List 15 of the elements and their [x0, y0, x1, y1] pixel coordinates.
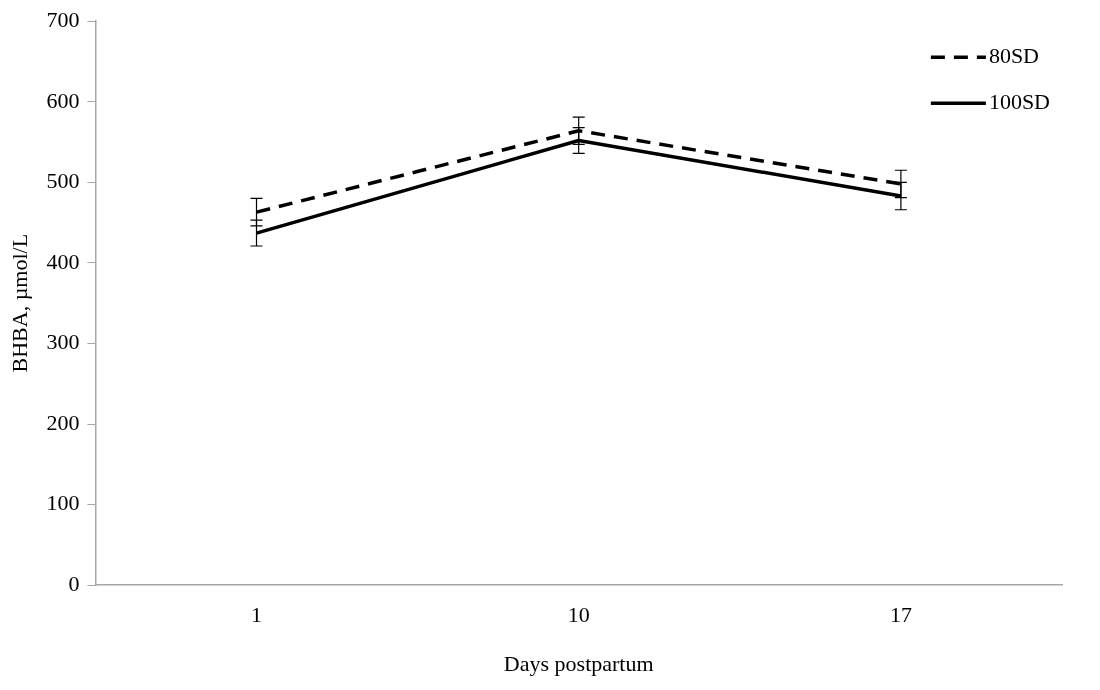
y-tick-label: 400 [46, 248, 80, 274]
legend-label: 100SD [988, 88, 1050, 114]
legend-label: 80SD [988, 42, 1039, 68]
y-tick-label: 0 [68, 570, 80, 596]
y-tick-label: 200 [46, 409, 80, 435]
x-tick-label: 17 [889, 602, 912, 628]
y-tick-label: 300 [46, 329, 80, 355]
y-tick-label: 700 [46, 6, 80, 32]
y-axis-title: BHBA, µmol/L [6, 233, 32, 373]
y-tick-label: 500 [46, 168, 80, 194]
y-tick-label: 600 [46, 87, 80, 113]
x-tick-label: 1 [251, 602, 262, 628]
y-tick-label: 100 [46, 490, 80, 516]
x-tick-label: 10 [567, 602, 590, 628]
x-axis-title: Days postpartum [503, 650, 654, 676]
